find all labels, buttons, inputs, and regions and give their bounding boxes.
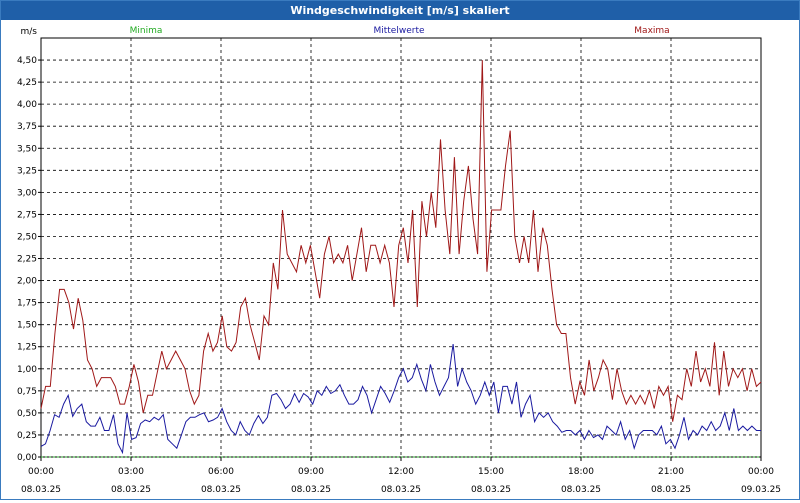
y-tick-label: 1,75 bbox=[17, 299, 37, 309]
y-axis-label: m/s bbox=[21, 27, 38, 37]
series-line-maxima bbox=[40, 60, 762, 422]
series-line-mittelwerte bbox=[40, 344, 761, 455]
plot-area: 0,00 0,25 0,50 0,75 1,00 1,25 1,50 1,75 2,00 2,25… bbox=[1, 20, 799, 499]
y-tick-label: 3,25 bbox=[17, 166, 37, 176]
y-tick-label: 2,25 bbox=[17, 255, 37, 265]
series bbox=[40, 60, 762, 458]
y-tick-label: 0,75 bbox=[17, 387, 37, 397]
x-tick-time: 18:00 bbox=[568, 467, 594, 477]
x-tick-date: 08.03.25 bbox=[471, 485, 511, 495]
y-tick-label: 2,00 bbox=[17, 277, 37, 287]
y-tick-label: 3,75 bbox=[17, 122, 37, 132]
x-tick-time: 21:00 bbox=[658, 467, 684, 477]
x-tick-time: 15:00 bbox=[478, 467, 504, 477]
legend: Minima Mittelwerte Maxima bbox=[130, 26, 670, 36]
wind-speed-chart: 0,00 0,25 0,50 0,75 1,00 1,25 1,50 1,75 2,00 2,25… bbox=[17, 26, 781, 495]
x-tick-date: 09.03.25 bbox=[741, 485, 781, 495]
y-tick-label: 1,25 bbox=[17, 343, 37, 353]
x-tick-time: 00:00 bbox=[28, 467, 54, 477]
x-tick-time: 09:00 bbox=[298, 467, 324, 477]
y-tick-label: 4,50 bbox=[17, 56, 37, 66]
x-tick-date: 08.03.25 bbox=[651, 485, 691, 495]
y-tick-label: 4,00 bbox=[17, 100, 37, 110]
x-tick-time: 00:00 bbox=[748, 467, 774, 477]
y-tick-label: 3,50 bbox=[17, 144, 37, 154]
y-tick-label: 1,50 bbox=[17, 321, 37, 331]
x-tick-date: 08.03.25 bbox=[21, 485, 61, 495]
y-tick-label: 3,00 bbox=[17, 188, 37, 198]
x-tick-time: 12:00 bbox=[388, 467, 414, 477]
x-tick-date: 08.03.25 bbox=[381, 485, 421, 495]
y-tick-label: 0,25 bbox=[17, 431, 37, 441]
legend-minima: Minima bbox=[130, 26, 163, 36]
y-tick-label: 2,75 bbox=[17, 210, 37, 220]
y-tick-label: 4,25 bbox=[17, 78, 37, 88]
axes: 0,00 0,25 0,50 0,75 1,00 1,25 1,50 1,75 2,00 2,25… bbox=[17, 27, 781, 495]
legend-mittelwerte: Mittelwerte bbox=[373, 26, 424, 36]
y-tick-label: 2,50 bbox=[17, 232, 37, 242]
x-tick-date: 08.03.25 bbox=[201, 485, 241, 495]
grid bbox=[41, 38, 761, 458]
y-tick-label: 0,50 bbox=[17, 409, 37, 419]
x-tick-date: 08.03.25 bbox=[561, 485, 601, 495]
x-tick-time: 06:00 bbox=[208, 467, 234, 477]
x-tick-time: 03:00 bbox=[118, 467, 144, 477]
x-tick-date: 08.03.25 bbox=[291, 485, 331, 495]
x-tick-date: 08.03.25 bbox=[111, 485, 151, 495]
y-tick-label: 1,00 bbox=[17, 365, 37, 375]
window-title: Windgeschwindigkeit [m/s] skaliert bbox=[1, 1, 799, 20]
y-tick-label: 0,00 bbox=[17, 453, 37, 463]
legend-maxima: Maxima bbox=[634, 26, 669, 36]
